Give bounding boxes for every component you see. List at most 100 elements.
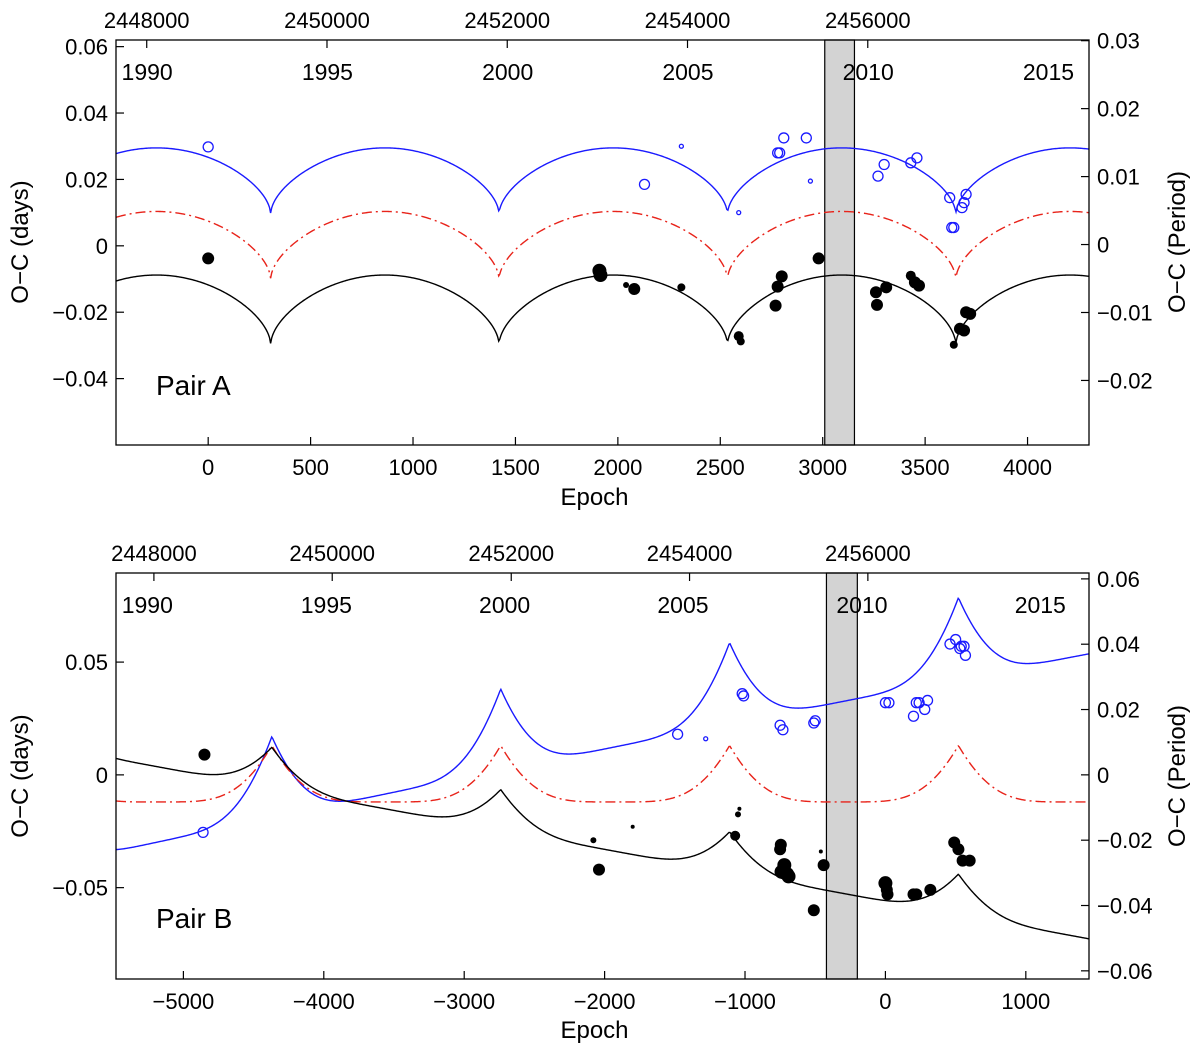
- data-point-primary: [630, 824, 635, 829]
- y-tick-label: 0: [96, 234, 108, 259]
- x-top-tick-label: 2452000: [464, 8, 550, 33]
- year-label: 2000: [482, 59, 533, 85]
- data-point-secondary: [921, 694, 934, 707]
- x-top-tick-label: 2454000: [647, 541, 733, 566]
- data-point-secondary: [736, 209, 742, 216]
- y-tick-label: 0.04: [65, 101, 108, 126]
- x-top-tick-label: 2448000: [111, 541, 197, 566]
- y-right-tick-label: 0.02: [1097, 698, 1140, 723]
- year-label: 2010: [843, 59, 894, 85]
- data-point-secondary: [883, 697, 895, 709]
- x-tick-label: 3500: [901, 455, 950, 480]
- model-curve-secondary: [115, 147, 1090, 215]
- x-axis-top: 2448000 2450000 2452000 2454000 2456000: [111, 541, 911, 581]
- x-tick-label: −4000: [293, 989, 355, 1014]
- y-axis-left: −0.04 −0.02 0 0.02 0.04 0.06: [52, 35, 124, 392]
- panel-pair-b: −5000 −4000 −3000 −2000 −1000 0 1000 2448000 245…: [7, 541, 1191, 1044]
- x-tick-label: −1000: [714, 989, 776, 1014]
- data-point-primary: [880, 281, 893, 294]
- data-point-secondary: [807, 178, 814, 184]
- x-top-tick-label: 2450000: [284, 8, 370, 33]
- data-point-primary: [623, 281, 630, 288]
- series-secondary: [202, 132, 972, 234]
- year-label: 1995: [302, 59, 353, 85]
- panel-label: Pair A: [156, 370, 231, 401]
- data-point-primary: [924, 883, 937, 896]
- y-axis-title: O−C (days): [7, 180, 34, 303]
- y-right-tick-label: 0: [1097, 763, 1109, 788]
- data-point-primary: [775, 270, 788, 283]
- data-point-secondary: [638, 178, 651, 191]
- series-primary: [198, 748, 976, 917]
- data-point-primary: [817, 859, 830, 872]
- data-point-secondary: [944, 192, 956, 204]
- x-tick-label: 2500: [696, 455, 745, 480]
- y-tick-label: −0.05: [52, 876, 108, 901]
- year-label: 2000: [479, 592, 530, 618]
- year-label: 1990: [122, 59, 173, 85]
- data-point-secondary: [911, 152, 923, 164]
- data-point-primary: [870, 298, 883, 311]
- y-tick-label: −0.04: [52, 367, 108, 392]
- x-tick-label: 0: [879, 989, 891, 1014]
- year-label: 2010: [836, 592, 887, 618]
- y-right-axis-title: O−C (Period): [1164, 705, 1191, 847]
- year-label: 2015: [1015, 592, 1066, 618]
- data-point-secondary: [955, 640, 967, 652]
- y-right-tick-label: 0.01: [1097, 165, 1140, 190]
- plot-frame: [115, 572, 1090, 980]
- data-point-secondary: [809, 715, 821, 727]
- series-primary: [202, 252, 977, 349]
- y-right-tick-label: 0.06: [1097, 567, 1140, 592]
- data-point-primary: [592, 863, 605, 876]
- shaded-band: [825, 572, 858, 980]
- data-point-secondary: [678, 143, 685, 149]
- data-point-secondary: [736, 688, 748, 700]
- x-tick-label: 500: [292, 455, 329, 480]
- data-point-primary: [771, 280, 784, 293]
- x-top-tick-label: 2456000: [825, 8, 911, 33]
- data-point-secondary: [956, 201, 968, 214]
- data-point-primary: [818, 849, 823, 854]
- data-point-primary: [869, 286, 882, 299]
- y-right-axis-title: O−C (Period): [1164, 171, 1191, 313]
- data-point-secondary: [910, 697, 922, 709]
- data-point-primary: [198, 748, 211, 761]
- y-axis-left: −0.05 0 0.05: [52, 650, 124, 901]
- y-axis-right: −0.02 −0.01 0 0.01 0.02 0.03: [1081, 29, 1153, 393]
- data-point-primary: [730, 830, 741, 841]
- y-right-tick-label: 0.04: [1097, 632, 1140, 657]
- data-point-secondary: [777, 724, 789, 736]
- data-point-primary: [807, 904, 820, 917]
- data-point-secondary: [958, 197, 970, 209]
- model-curves: [115, 596, 1090, 940]
- year-label: 1995: [301, 592, 352, 618]
- x-axis-title: Epoch: [560, 484, 628, 511]
- y-tick-label: −0.02: [52, 300, 108, 325]
- data-point-secondary: [202, 141, 214, 153]
- x-tick-label: 1000: [1001, 989, 1050, 1014]
- year-label: 1990: [122, 592, 173, 618]
- data-point-secondary: [960, 188, 972, 201]
- y-right-tick-label: −0.02: [1097, 368, 1153, 393]
- x-tick-label: 4000: [1003, 455, 1052, 480]
- data-point-primary: [881, 888, 894, 901]
- data-point-primary: [734, 811, 741, 818]
- year-label: 2005: [662, 59, 713, 85]
- x-axis-title: Epoch: [560, 1017, 628, 1044]
- y-tick-label: 0: [96, 763, 108, 788]
- data-point-primary: [736, 337, 745, 346]
- data-point-secondary: [778, 132, 790, 144]
- data-point-primary: [952, 843, 965, 856]
- x-top-tick-label: 2456000: [825, 541, 911, 566]
- model-curve-primary: [115, 746, 1090, 940]
- data-point-primary: [590, 837, 597, 844]
- year-label: 2005: [657, 592, 708, 618]
- y-right-tick-label: −0.02: [1097, 828, 1153, 853]
- model-curve-mean: [115, 210, 1090, 279]
- model-curve-primary: [115, 274, 1090, 344]
- data-point-secondary: [671, 728, 684, 740]
- x-top-tick-label: 2452000: [468, 541, 554, 566]
- x-tick-label: −5000: [152, 989, 214, 1014]
